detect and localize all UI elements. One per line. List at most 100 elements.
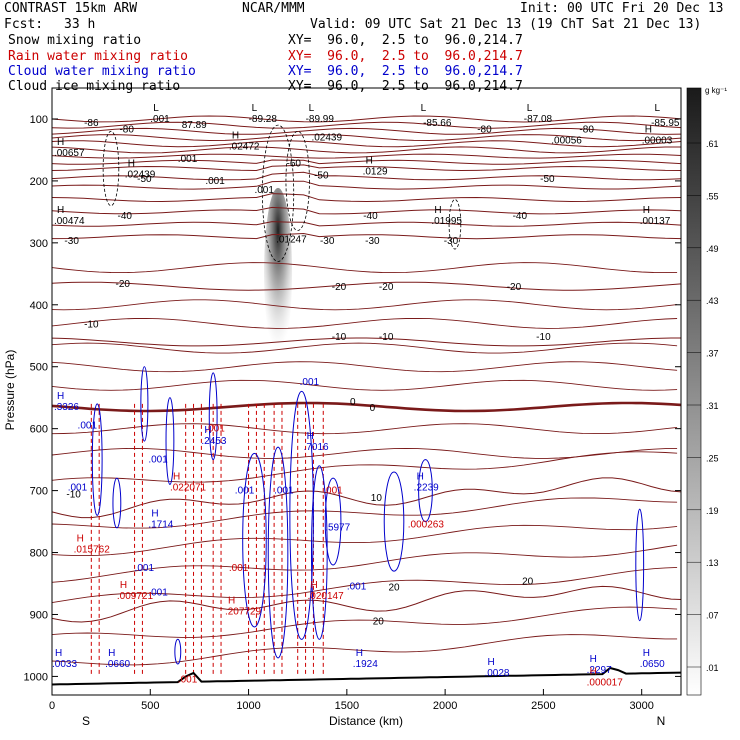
- valid-time: Valid: 09 UTC Sat 21 Dec 13 (19 ChT Sat …: [310, 17, 702, 32]
- colorbar-level-label: .49: [706, 244, 719, 254]
- temperature-label: 20: [522, 576, 534, 587]
- cloud-water-contour: [324, 477, 342, 566]
- extremum-value: .009721: [117, 591, 154, 602]
- temperature-line: [52, 342, 678, 354]
- temperature-label: 0: [370, 403, 376, 414]
- x-tick-label: 1500: [335, 700, 359, 712]
- extremum-value: .02472: [229, 142, 260, 153]
- extremum-marker: L: [655, 103, 661, 114]
- y-axis-title: Pressure (hPa): [3, 350, 17, 431]
- temperature-line: [52, 232, 681, 240]
- temperature-label: -20: [507, 282, 522, 293]
- extremum-marker: L: [252, 103, 258, 114]
- temperature-line: [52, 451, 678, 483]
- temperature-label: -30: [320, 236, 335, 247]
- extremum-value: .001: [229, 563, 249, 574]
- extremum-value: .001: [148, 455, 168, 466]
- temperature-label: -20: [379, 282, 394, 293]
- colorbar-level-label: .55: [706, 191, 719, 201]
- cloud-water-contour: [383, 471, 405, 572]
- cloud-water-contour: [635, 508, 645, 622]
- extremum-value: .0033: [52, 659, 77, 670]
- field-cloudwater-xy: XY= 96.0, 2.5 to 96.0,214.7: [288, 64, 523, 79]
- extremum-value: .00474: [54, 216, 85, 227]
- extremum-value: .001: [135, 563, 155, 574]
- temperature-label: -20: [332, 282, 347, 293]
- extremum-marker: H: [57, 205, 64, 216]
- y-tick-label: 100: [30, 114, 48, 126]
- extremum-value: .001: [205, 176, 225, 187]
- extremum-marker: H: [77, 533, 84, 544]
- temperature-line: [52, 171, 681, 181]
- extremum-value: .2239: [414, 482, 439, 493]
- extremum-value: .0650: [640, 659, 665, 670]
- extremum-marker: H: [173, 471, 180, 482]
- temperature-label: -85.66: [423, 118, 452, 129]
- extremum-marker: H: [204, 425, 211, 436]
- ground-line: [52, 666, 681, 686]
- extremum-marker: L: [527, 103, 533, 114]
- temperature-line: [52, 115, 681, 123]
- temperature-label: -40: [513, 211, 528, 222]
- temperature-label: -50: [314, 171, 329, 182]
- temperature-contour-0: [52, 401, 681, 413]
- temperature-line: [52, 206, 681, 215]
- extremum-value: .1714: [148, 520, 173, 531]
- temperature-label: -10: [379, 332, 394, 343]
- cloud-water-contour: [208, 372, 218, 461]
- extremum-marker: H: [232, 131, 239, 142]
- extremum-value: .001: [148, 588, 168, 599]
- extremum-value: .015762: [74, 544, 111, 555]
- extremum-value: .02439: [311, 132, 342, 143]
- field-cloudice-xy: XY= 96.0, 2.5 to 96.0,214.7: [288, 79, 523, 94]
- extremum-value: .001: [347, 582, 367, 593]
- colorbar-level-label: .19: [706, 506, 719, 516]
- y-tick-label: 800: [30, 548, 48, 560]
- temperature-line: [52, 180, 681, 190]
- x-tick-label: 2000: [433, 700, 457, 712]
- temperature-label: -80: [477, 124, 492, 135]
- colorbar-level-label: .07: [706, 611, 719, 621]
- y-tick-label: 200: [30, 176, 48, 188]
- extremum-value: .020147: [308, 591, 345, 602]
- extremum-value: .02439: [125, 170, 156, 181]
- field-rain-xy: XY= 96.0, 2.5 to 96.0,214.7: [288, 49, 523, 64]
- temperature-line: [52, 221, 681, 227]
- extremum-marker: H: [57, 391, 64, 402]
- y-tick-label: 900: [30, 609, 48, 621]
- extremum-marker: L: [309, 103, 315, 114]
- extremum-value: .5977: [325, 523, 350, 534]
- y-tick-label: 300: [30, 238, 48, 250]
- extremum-value: .001: [78, 420, 98, 431]
- extremum-marker: H: [57, 137, 64, 148]
- x-axis-title: Distance (km): [329, 714, 403, 728]
- temperature-line: [52, 159, 681, 165]
- temperature-line: [52, 544, 678, 583]
- axes: 0 500 1000 1500 2000 2500 30001002003004005006…: [24, 114, 681, 712]
- temperature-line: [52, 317, 678, 329]
- y-tick-label: 600: [30, 424, 48, 436]
- extremum-value: .0028: [484, 668, 509, 679]
- field-snow-name: Snow mixing ratio: [8, 33, 142, 48]
- extremum-marker: H: [643, 648, 650, 659]
- temperature-label: -10: [66, 490, 81, 501]
- org-label: NCAR/MMM: [242, 1, 305, 16]
- temperature-label: -40: [363, 211, 378, 222]
- temperature-label: -80: [119, 124, 134, 135]
- cloud-ice-contour: [448, 199, 462, 250]
- temperature-label: -50: [540, 174, 555, 185]
- colorbar-level-label: .25: [706, 453, 719, 463]
- snow-shading: [264, 187, 293, 358]
- temperature-line: [52, 566, 678, 604]
- fcst-label: Fcst:: [4, 17, 44, 32]
- temperature-contour--20: [52, 281, 681, 291]
- temperature-label: -10: [536, 332, 551, 343]
- extremum-marker: L: [153, 103, 159, 114]
- temperature-label: -60: [287, 158, 302, 169]
- temperature-label: -10: [84, 319, 99, 330]
- extremum-value: .0129: [363, 167, 388, 178]
- cloud-water-contour: [165, 397, 175, 485]
- extremum-marker: H: [307, 431, 314, 442]
- temperature-label: -30: [64, 236, 79, 247]
- extremum-value: .01247: [276, 235, 307, 246]
